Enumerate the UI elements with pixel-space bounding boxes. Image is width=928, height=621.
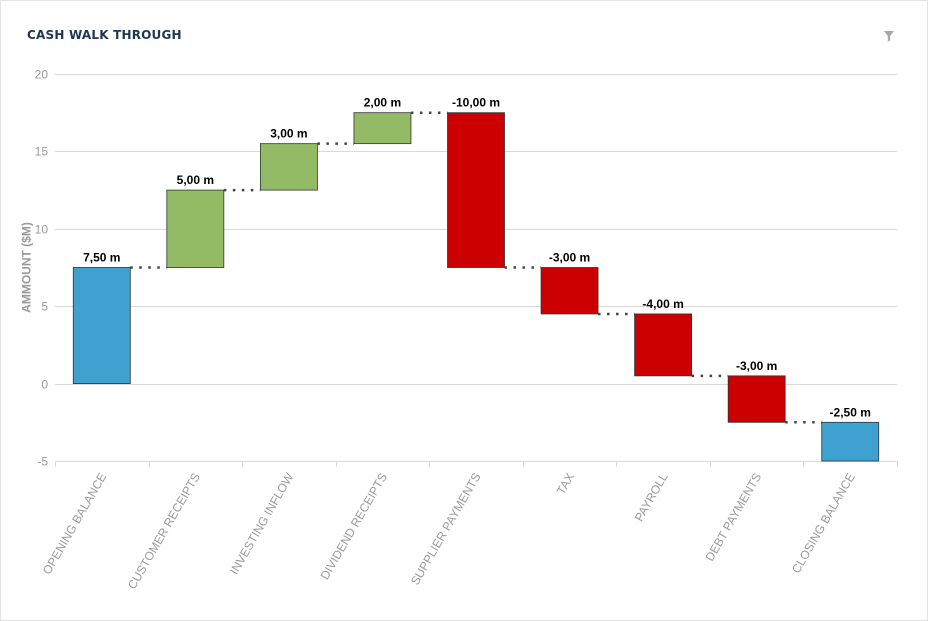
waterfall-bar (259, 143, 318, 191)
data-label: -3,00 m (549, 251, 590, 265)
data-label: 7,50 m (83, 251, 120, 265)
data-label: 3,00 m (270, 127, 307, 141)
y-tick-label: 5 (41, 300, 48, 314)
x-category-label: INVESTING INFLOW (227, 470, 297, 577)
data-label: -2,50 m (830, 405, 871, 419)
y-tick-label: 20 (35, 68, 49, 82)
waterfall-bar (727, 375, 786, 423)
x-category-label: OPENING BALANCE (40, 471, 109, 577)
waterfall-bar (166, 189, 225, 268)
x-category-label: SUPPLIER PAYMENTS (408, 471, 484, 588)
waterfall-bar (821, 421, 880, 462)
data-label: 2,00 m (364, 96, 401, 110)
x-category-label: CUSTOMER RECEIPTS (125, 471, 203, 592)
waterfall-bar (72, 267, 131, 384)
x-category-label: DEBT PAYMENTS (702, 471, 764, 564)
y-tick-label: 15 (35, 145, 49, 159)
waterfall-bar (540, 267, 599, 315)
waterfall-bar (447, 112, 505, 268)
data-label: -3,00 m (736, 359, 777, 373)
y-tick-label: 10 (35, 223, 49, 237)
data-label: 5,00 m (177, 173, 214, 187)
data-label: -10,00 m (452, 96, 500, 110)
x-category-label: DIVIDEND RECEIPTS (318, 471, 390, 583)
x-category-label: CLOSING BALANCE (789, 471, 858, 576)
data-label: -4,00 m (642, 297, 683, 311)
x-category-label: TAX (554, 471, 577, 497)
y-axis-title: AMMOUNT ($M) (20, 222, 34, 313)
x-category-label: PAYROLL (632, 470, 671, 524)
chart-title: CASH WALK THROUGH (27, 28, 182, 42)
y-tick-label: 0 (41, 378, 48, 392)
waterfall-bar (634, 313, 693, 377)
waterfall-bar (353, 112, 412, 145)
filter-icon[interactable] (882, 29, 896, 43)
y-tick-label: -5 (37, 455, 48, 469)
